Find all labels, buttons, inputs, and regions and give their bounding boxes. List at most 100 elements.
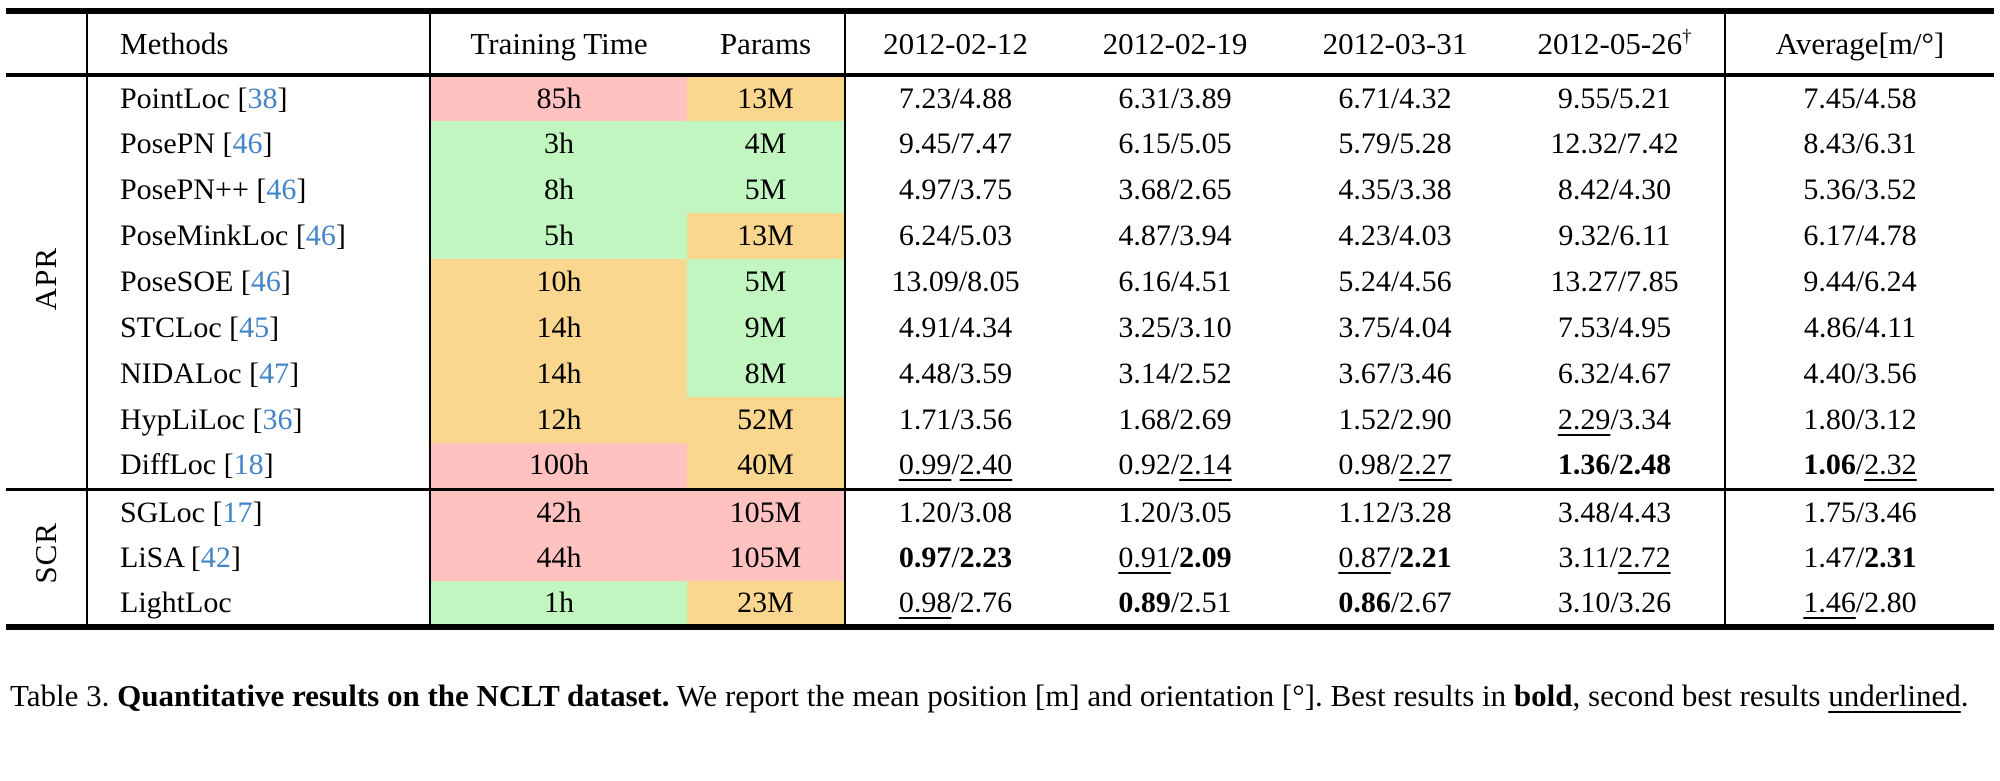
- citation-number[interactable]: 38: [247, 82, 278, 115]
- params-cell: 4M: [687, 121, 845, 167]
- citation-link[interactable]: [45]: [221, 311, 280, 344]
- citation-number[interactable]: 47: [259, 357, 290, 390]
- position-value: 13.27: [1550, 265, 1618, 298]
- citation-number[interactable]: 18: [233, 448, 264, 482]
- orientation-value: 3.38: [1399, 173, 1452, 206]
- table-caption: Table 3. Quantitative results on the NCL…: [10, 674, 1990, 719]
- position-value: 4.23: [1338, 219, 1391, 252]
- result-cell-date-3: 5.24/4.56: [1285, 259, 1505, 305]
- orientation-value: 3.52: [1864, 173, 1917, 206]
- value-separator: /: [951, 173, 960, 206]
- method-cell: PosePN++ [46]: [86, 167, 430, 213]
- citation-link[interactable]: [38]: [230, 82, 288, 115]
- group-body-scr: SCR SGLoc [17] 42h 105M 1.20/3.08 1.20/3.05 1.…: [6, 487, 1994, 627]
- citation-number[interactable]: 46: [250, 265, 281, 298]
- result-cell-date-1: 7.23/4.88: [844, 75, 1065, 121]
- position-value: 5.24: [1338, 265, 1391, 298]
- citation-link[interactable]: [36]: [244, 403, 303, 436]
- citation-number[interactable]: 17: [222, 495, 253, 529]
- params-cell: 105M: [687, 487, 845, 535]
- value-separator: /: [1170, 585, 1180, 619]
- position-value: 3.67: [1338, 357, 1391, 390]
- citation-link[interactable]: [18]: [216, 448, 274, 482]
- orientation-value: 5.03: [959, 219, 1013, 252]
- citation-number[interactable]: 36: [262, 403, 293, 436]
- orientation-value: 6.31: [1864, 127, 1917, 160]
- position-value: 1.68: [1118, 403, 1171, 436]
- table-row: PoseSOE [46] 10h 5M 13.09/8.05 6.16/4.51 5.24…: [6, 259, 1994, 305]
- value-separator: /: [1609, 541, 1619, 574]
- result-cell-date-2: 1.20/3.05: [1065, 487, 1285, 535]
- result-cell-date-4: 1.36/2.48: [1505, 443, 1725, 489]
- position-value: 1.20: [898, 495, 952, 529]
- citation-link[interactable]: [47]: [241, 357, 300, 390]
- citation-link[interactable]: [46]: [215, 127, 273, 160]
- result-cell-date-2: 3.68/2.65: [1065, 167, 1285, 213]
- params-cell: 23M: [687, 581, 845, 627]
- orientation-value: 2.65: [1179, 173, 1232, 206]
- value-separator: /: [1170, 495, 1180, 529]
- citation-number[interactable]: 46: [266, 173, 297, 206]
- orientation-value: 7.42: [1626, 127, 1679, 160]
- value-separator: /: [1855, 585, 1865, 619]
- method-cell: LiSA [42]: [86, 535, 430, 581]
- table-row: PosePN++ [46] 8h 5M 4.97/3.75 3.68/2.65 4.35/…: [6, 167, 1994, 213]
- params-cell: 13M: [687, 75, 845, 121]
- position-value: 1.52: [1338, 403, 1391, 436]
- average-cell: 7.45/4.58: [1724, 75, 1994, 121]
- date-column-header-2: 2012-02-19: [1065, 11, 1285, 77]
- value-separator: /: [1390, 448, 1400, 482]
- citation-number[interactable]: 45: [239, 311, 270, 344]
- orientation-value: 3.56: [1864, 357, 1917, 390]
- citation-link[interactable]: [17]: [205, 495, 263, 529]
- orientation-value: 3.12: [1864, 403, 1917, 436]
- value-separator: /: [951, 82, 960, 115]
- result-cell-date-4: 3.10/3.26: [1505, 581, 1725, 627]
- methods-column-header: Methods: [86, 11, 430, 77]
- position-value: 1.80: [1803, 403, 1856, 436]
- table-row: PoseMinkLoc [46] 5h 13M 6.24/5.03 4.87/3.94 4…: [6, 213, 1994, 259]
- value-separator: /: [1610, 173, 1619, 206]
- method-cell: LightLoc: [86, 581, 430, 627]
- citation-number[interactable]: 42: [200, 541, 231, 574]
- citation-link[interactable]: [46]: [233, 265, 291, 298]
- value-separator: /: [951, 448, 960, 482]
- orientation-value: 4.67: [1618, 357, 1672, 390]
- value-separator: /: [1170, 173, 1180, 206]
- citation-link[interactable]: [46]: [288, 219, 346, 252]
- value-separator: /: [951, 311, 960, 344]
- citation-link[interactable]: [42]: [183, 541, 241, 574]
- position-value: 13.09: [891, 265, 959, 298]
- method-cell: PoseMinkLoc [46]: [86, 213, 430, 259]
- table-row: NIDALoc [47] 14h 8M 4.48/3.59 3.14/2.52 3.67/…: [6, 351, 1994, 397]
- result-cell-date-3: 4.35/3.38: [1285, 167, 1505, 213]
- result-cell-date-4: 2.29/3.34: [1505, 397, 1725, 443]
- orientation-value: 3.46: [1864, 495, 1917, 529]
- method-cell: PointLoc [38]: [86, 75, 430, 121]
- position-value: 4.48: [898, 357, 952, 390]
- results-table: Methods Training Time Params 2012-02-12 …: [6, 8, 1994, 630]
- citation-number[interactable]: 46: [232, 127, 263, 160]
- position-value: 3.25: [1118, 311, 1171, 344]
- citation-number[interactable]: 46: [305, 219, 336, 252]
- position-value: 6.24: [898, 219, 952, 252]
- table-row: APR PointLoc [38] 85h 13M 7.23/4.88 6.31/3.89…: [6, 75, 1994, 310]
- orientation-value: 2.09: [1179, 541, 1232, 574]
- position-value: 6.15: [1118, 127, 1171, 160]
- training-time-cell: 85h: [429, 75, 687, 121]
- training-time-cell: 1h: [429, 581, 687, 627]
- average-cell: 1.06/2.32: [1724, 443, 1994, 489]
- caption-segment: bold: [1513, 678, 1573, 713]
- value-separator: /: [1390, 357, 1400, 390]
- citation-link[interactable]: [46]: [248, 173, 307, 206]
- result-cell-date-1: 0.97/2.23: [844, 535, 1065, 581]
- training-time-cell: 14h: [429, 351, 687, 397]
- orientation-value: 3.94: [1179, 219, 1232, 252]
- value-separator: /: [1610, 82, 1619, 115]
- position-value: 3.11: [1558, 541, 1610, 574]
- caption-segment: .: [1960, 678, 1969, 713]
- result-cell-date-3: 4.23/4.03: [1285, 213, 1505, 259]
- position-value: 4.40: [1803, 357, 1856, 390]
- position-value: 7.45: [1803, 82, 1856, 115]
- position-value: 6.71: [1338, 82, 1391, 115]
